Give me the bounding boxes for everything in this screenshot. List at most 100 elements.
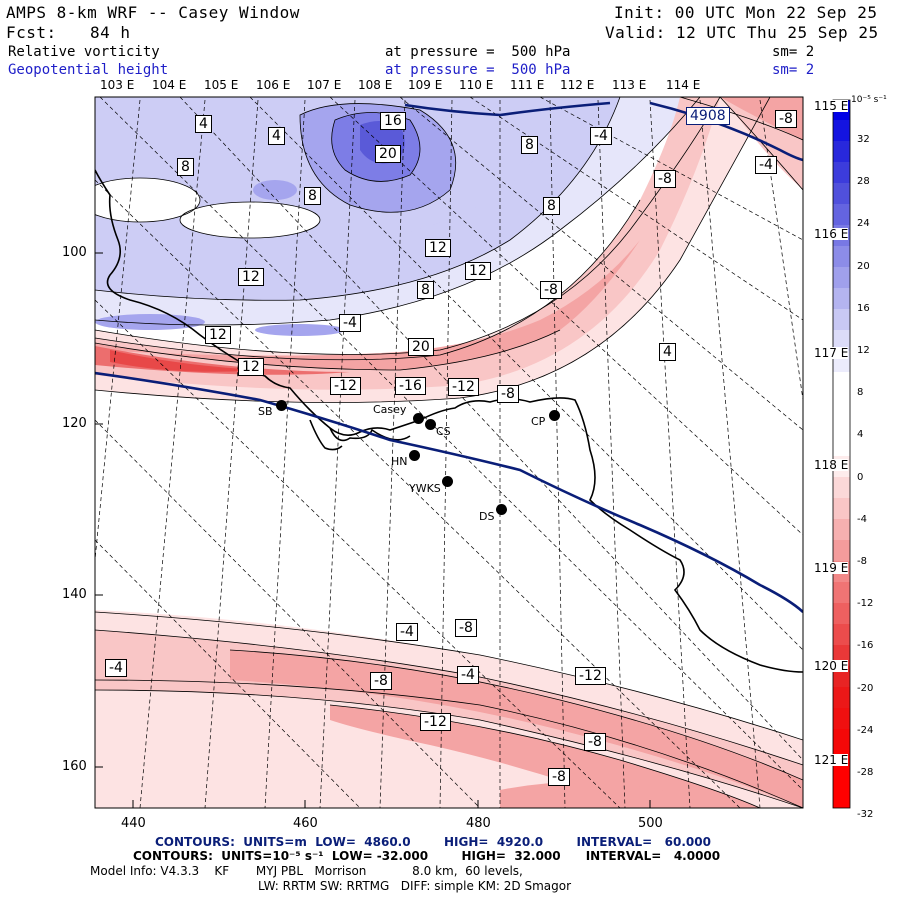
longitude-label: 113 E (612, 78, 647, 92)
latitude-label: 121 E (814, 753, 849, 767)
station-label: YWKS (409, 482, 441, 495)
colorbar-level-label: -32 (857, 809, 874, 821)
station-label: SB (258, 405, 273, 418)
contour-label: -8 (497, 385, 519, 403)
contour-label: -12 (575, 667, 606, 685)
longitude-label: 109 E (408, 78, 443, 92)
plot-frame (94, 96, 804, 809)
contour-label: -12 (448, 378, 479, 396)
contour-label: -8 (548, 768, 570, 786)
colorbar-level-label: 28 (857, 176, 870, 188)
axis-ticks (95, 252, 651, 808)
contour-label: 12 (205, 326, 231, 344)
y-tick-label: 100 (62, 245, 87, 260)
contour-label: 4908 (686, 107, 730, 125)
colorbar-level-label: 16 (857, 302, 870, 314)
init-time: Init: 00 UTC Mon 22 Sep 25 (614, 3, 878, 22)
contour-label: -4 (457, 666, 479, 684)
longitude-label: 108 E (358, 78, 393, 92)
colorbar-level-label: 8 (857, 387, 864, 399)
colorbar-level-label: -4 (857, 513, 867, 525)
contour-label: 4 (268, 127, 285, 145)
longitude-label: 110 E (459, 78, 494, 92)
latitude-label: 120 E (814, 659, 849, 673)
colorbar-level-label: -24 (857, 724, 874, 736)
contour-label: 20 (375, 145, 401, 163)
colorbar-unit: 10⁻⁵ s⁻¹ (851, 95, 887, 105)
map-title: AMPS 8-km WRF -- Casey Window (6, 3, 300, 22)
station-marker-icon (413, 413, 424, 424)
contour-label: -8 (370, 672, 392, 690)
contour-label: -16 (395, 377, 426, 395)
x-tick-label: 500 (638, 816, 663, 831)
contour-label: -4 (339, 314, 361, 332)
contour-label: -8 (540, 281, 562, 299)
valid-time: Valid: 12 UTC Thu 25 Sep 25 (605, 23, 879, 42)
contour-label: -4 (396, 623, 418, 641)
contour-label: 20 (408, 338, 434, 356)
field1-smoothing: sm= 2 (772, 44, 815, 60)
contour-label: 4 (195, 115, 212, 133)
forecast-label: Fcst: (6, 23, 57, 42)
contour-label: -8 (584, 733, 606, 751)
height-contours (95, 101, 803, 613)
latitude-label: 115 E (814, 99, 849, 113)
colorbar-level-label: -16 (857, 640, 874, 652)
forecast-hour: 84 h (90, 23, 131, 42)
colorbar-level-label: 24 (857, 218, 870, 230)
contour-label: 8 (304, 187, 321, 205)
footer-physics-info: LW: RRTM SW: RRTMG DIFF: simple KM: 2D S… (258, 879, 572, 893)
latitude-label: 116 E (814, 227, 849, 241)
colorbar-level-label: -8 (857, 556, 867, 567)
station-label: CS (436, 425, 451, 438)
longitude-label: 111 E (510, 78, 545, 92)
colorbar-level-label: 12 (857, 345, 870, 356)
station-label: HN (391, 455, 408, 468)
field2-smoothing: sm= 2 (772, 62, 815, 78)
station-marker-icon (549, 410, 560, 421)
colorbar-level-label: 0 (857, 471, 864, 483)
contour-label: 12 (238, 268, 264, 286)
contour-label: -8 (455, 619, 477, 637)
y-tick-label: 120 (62, 416, 87, 431)
colorbar-level-label: -12 (857, 598, 874, 610)
station-label: CP (531, 415, 546, 428)
colorbar-level-label: 32 (857, 134, 870, 145)
x-tick-label: 440 (121, 816, 146, 831)
station-marker-icon (425, 419, 436, 430)
x-tick-label: 480 (466, 816, 491, 831)
field1-level: at pressure = 500 hPa (385, 44, 571, 60)
longitude-label: 106 E (256, 78, 291, 92)
colorbar (832, 99, 851, 809)
field2-name: Geopotential height (8, 62, 169, 78)
latitude-label: 118 E (814, 458, 849, 472)
contour-label: 16 (380, 112, 406, 130)
contour-label: 8 (177, 158, 194, 176)
footer-model-info: Model Info: V4.3.3 KF MYJ PBL Morrison 8… (90, 864, 523, 878)
station-label: Casey (373, 403, 407, 416)
contour-label: -4 (755, 156, 777, 174)
station-marker-icon (442, 476, 453, 487)
contour-label: 12 (465, 262, 491, 280)
contour-label: 8 (521, 136, 538, 154)
footer-height-contours: CONTOURS: UNITS=m LOW= 4860.0 HIGH= 4920… (155, 835, 711, 849)
contour-label: -8 (654, 170, 676, 188)
lat-lon-grid (95, 97, 803, 808)
footer-vorticity-contours: CONTOURS: UNITS=10⁻⁵ s⁻¹ LOW= -32.000 HI… (133, 849, 721, 863)
colorbar-level-label: 20 (857, 260, 870, 272)
contour-label: 8 (417, 281, 434, 299)
contour-label: 4 (659, 343, 676, 361)
colorbar-level-label: -20 (857, 682, 874, 694)
colorbar-level-label: 4 (857, 429, 864, 441)
contour-label: 8 (543, 197, 560, 215)
contour-label: -12 (420, 713, 451, 731)
longitude-label: 114 E (666, 78, 701, 92)
station-marker-icon (496, 504, 507, 515)
longitude-label: 112 E (560, 78, 595, 92)
station-marker-icon (276, 400, 287, 411)
latitude-label: 119 E (814, 561, 849, 575)
station-label: DS (479, 510, 495, 523)
field2-level: at pressure = 500 hPa (385, 62, 571, 78)
contour-label: 12 (238, 358, 264, 376)
